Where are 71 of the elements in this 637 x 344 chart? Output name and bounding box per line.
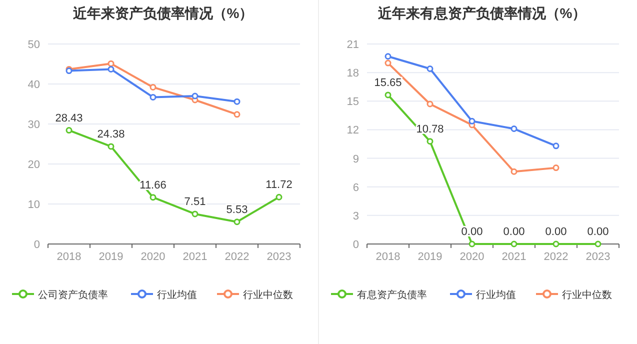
legend-label: 有息资产负债率: [357, 289, 427, 301]
point: [426, 100, 434, 108]
y-tick-label: 0: [34, 239, 40, 251]
point: [594, 240, 602, 248]
y-tick-label: 10: [28, 199, 40, 211]
point: [468, 240, 476, 248]
point: [384, 92, 392, 98]
point: [150, 194, 156, 201]
point: [426, 66, 434, 72]
x-tick-label: 2020: [140, 251, 166, 263]
point: [192, 92, 198, 100]
y-tick-label: 30: [28, 119, 40, 131]
x-tick-label: 2022: [544, 251, 568, 263]
legend-label: 公司资产负债率: [38, 289, 108, 301]
x-tick-label: 2018: [56, 251, 82, 263]
point: [384, 60, 392, 66]
x-tick-label: 2023: [266, 251, 292, 263]
point: [192, 210, 198, 218]
data-label: 15.65: [374, 76, 402, 89]
y-tick-label: 3: [352, 210, 359, 222]
point: [66, 127, 72, 134]
point: [510, 240, 518, 248]
point: [468, 118, 476, 124]
x-tick-label: 2019: [418, 251, 442, 263]
legend-label: 行业均值: [476, 289, 516, 301]
data-label: 0.00: [587, 226, 609, 238]
y-tick-label: 12: [346, 124, 359, 137]
data-label: 7.51: [184, 196, 206, 208]
x-tick-label: 2022: [224, 251, 250, 263]
point: [150, 84, 156, 90]
point: [510, 168, 518, 175]
chart-title: 近年来资产负债率情况（%）: [72, 5, 254, 21]
y-tick-label: 6: [352, 182, 359, 194]
legend-label: 行业均值: [157, 289, 197, 301]
point: [510, 126, 518, 132]
data-label: 5.53: [226, 204, 248, 216]
data-label: 11.72: [266, 179, 292, 192]
x-tick-label: 2021: [182, 251, 208, 263]
y-tick-label: 40: [28, 79, 40, 91]
point: [150, 94, 156, 100]
point: [552, 164, 560, 172]
x-tick-label: 2020: [460, 251, 484, 263]
data-label: 0.00: [503, 226, 525, 238]
y-tick-label: 15: [346, 96, 359, 108]
x-tick-label: 2019: [98, 251, 124, 263]
data-label: 24.38: [97, 128, 125, 140]
point: [384, 53, 392, 60]
point: [552, 142, 560, 150]
x-tick-label: 2023: [586, 251, 610, 263]
chart-title: 近年来有息资产负债率情况（%）: [376, 5, 586, 21]
x-tick-label: 2021: [502, 251, 526, 263]
point: [552, 240, 560, 248]
y-tick-label: 9: [352, 153, 359, 166]
point: [108, 143, 114, 150]
point: [108, 66, 114, 72]
point: [234, 218, 240, 226]
x-tick-label: 2018: [376, 251, 400, 263]
point: [426, 138, 434, 145]
y-tick-label: 21: [346, 39, 359, 51]
y-tick-label: 0: [352, 239, 359, 251]
data-label: 28.43: [55, 112, 83, 124]
point: [234, 98, 240, 105]
legend-label: 行业中位数: [562, 289, 612, 301]
point: [234, 111, 240, 118]
legend-label: 行业中位数: [243, 289, 293, 301]
y-tick-label: 20: [28, 159, 40, 171]
point: [276, 194, 282, 200]
data-label: 0.00: [545, 226, 567, 238]
y-tick-label: 18: [346, 68, 359, 80]
y-tick-label: 50: [28, 39, 40, 51]
point: [108, 60, 114, 67]
